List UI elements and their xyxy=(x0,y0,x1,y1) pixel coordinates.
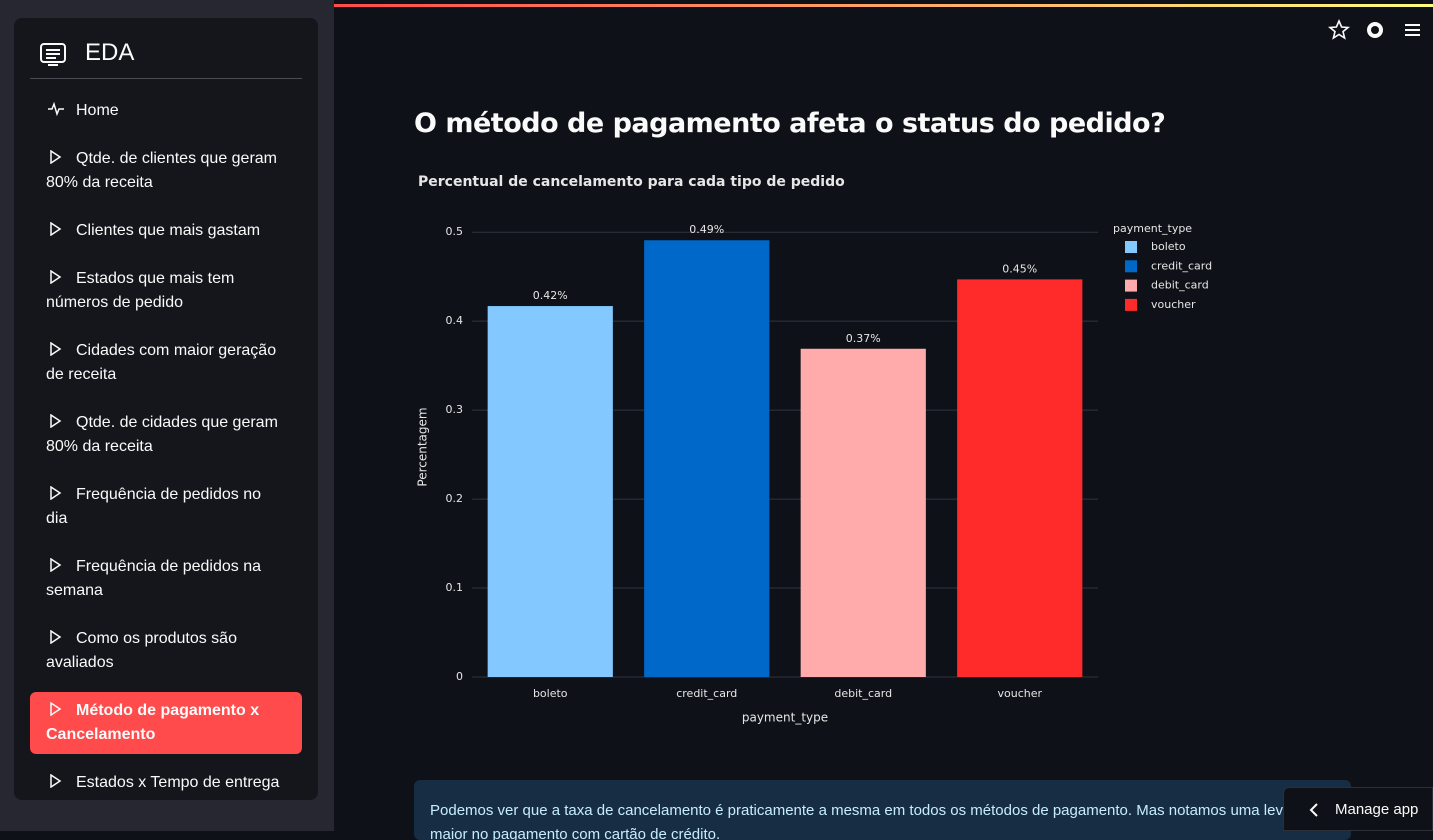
page-title: O método de pagamento afeta o status do … xyxy=(414,108,1166,139)
legend-swatch xyxy=(1125,260,1137,273)
manage-app-button[interactable]: Manage app xyxy=(1283,787,1433,831)
nav-label: Qtde. de clientes que geram 80% da recei… xyxy=(46,150,278,191)
nav-item[interactable]: Qtde. de clientes que geram 80% da recei… xyxy=(30,135,302,207)
toolbar-icons xyxy=(1327,18,1420,40)
nav-icon xyxy=(50,222,62,236)
bar xyxy=(487,306,613,677)
nav-item[interactable]: Frequência de pedidos no dia xyxy=(30,471,302,543)
bar xyxy=(800,348,926,677)
nav-item[interactable]: Estados x Tempo de entrega xyxy=(30,759,302,807)
decoration-bar xyxy=(334,4,1433,7)
nav-label: Home xyxy=(76,102,119,119)
chevron-icon xyxy=(1309,803,1318,817)
x-tick-label: voucher xyxy=(997,687,1042,700)
nav-label: Qtde. de cidades que geram 80% da receit… xyxy=(46,414,278,455)
nav-item[interactable]: Qtde. de cidades que geram 80% da receit… xyxy=(30,399,302,471)
nav-label: Frequência de pedidos no dia xyxy=(46,486,262,527)
nav-icon xyxy=(50,414,62,428)
y-tick-label: 0 xyxy=(456,670,463,683)
nav-icon xyxy=(50,486,62,500)
legend-label: debit_card xyxy=(1151,279,1209,292)
nav-label: Clientes que mais gastam xyxy=(76,222,261,239)
nav-item[interactable]: Clientes que mais gastam xyxy=(30,207,302,255)
brand-title: EDA xyxy=(85,39,135,66)
manage-app-label: Manage app xyxy=(1335,801,1419,818)
y-axis-title: Percentagem xyxy=(416,407,430,486)
nav-label: Método de pagamento x Cancelamento xyxy=(46,702,260,743)
x-tick-label: credit_card xyxy=(676,687,737,700)
nav-icon xyxy=(50,630,62,644)
x-tick-label: debit_card xyxy=(834,687,892,700)
nav-item[interactable]: Como os produtos são avaliados xyxy=(30,615,302,687)
value-label: 0.42% xyxy=(533,289,568,302)
x-axis-title: payment_type xyxy=(742,711,828,725)
nav-item[interactable]: Método de pagamento x Cancelamento xyxy=(30,692,302,754)
nav-icon xyxy=(50,150,62,164)
nav-item[interactable]: Frequência de pedidos na semana xyxy=(30,543,302,615)
x-tick-label: boleto xyxy=(533,687,568,700)
legend-title: payment_type xyxy=(1113,222,1192,235)
bar xyxy=(644,240,770,677)
nav-icon xyxy=(48,102,64,116)
brand: EDA xyxy=(30,32,302,79)
nav-item[interactable]: Home xyxy=(30,87,302,135)
nav-label: Cidades com maior geração de receita xyxy=(46,342,277,383)
nav-item[interactable]: Cidades com maior geração de receita xyxy=(30,327,302,399)
legend-label: voucher xyxy=(1151,298,1196,311)
value-label: 0.37% xyxy=(846,332,881,345)
legend-swatch xyxy=(1125,241,1137,253)
y-tick-label: 0.5 xyxy=(446,225,464,238)
nav-icon xyxy=(50,774,62,788)
chart-title: Percentual de cancelamento para cada tip… xyxy=(418,174,845,190)
bar xyxy=(957,279,1083,677)
nav-item[interactable]: Estados que mais tem números de pedido xyxy=(30,255,302,327)
nav-icon xyxy=(50,270,62,284)
y-tick-label: 0.2 xyxy=(446,492,464,505)
nav-menu: Home Qtde. de clientes que geram 80% da r… xyxy=(30,87,302,807)
value-label: 0.45% xyxy=(1002,262,1037,275)
legend-label: boleto xyxy=(1151,240,1186,253)
y-tick-label: 0.4 xyxy=(446,314,464,327)
y-tick-label: 0.1 xyxy=(446,581,464,594)
legend-swatch xyxy=(1125,279,1137,292)
star-icon[interactable] xyxy=(1327,18,1351,40)
brand-icon xyxy=(40,43,66,66)
sidebar: EDA Home Qtde. de clientes que geram 80% … xyxy=(14,18,318,800)
nav-icon xyxy=(50,342,62,356)
info-text: Podemos ver que a taxa de cancelamento é… xyxy=(430,802,1292,840)
y-tick-label: 0.3 xyxy=(446,403,464,416)
nav-label: Como os produtos são avaliados xyxy=(46,630,237,671)
chart: Percentual de cancelamento para cada tip… xyxy=(416,174,1213,725)
legend-swatch xyxy=(1125,298,1137,311)
nav-label: Estados x Tempo de entrega xyxy=(76,774,280,791)
nav-label: Estados que mais tem números de pedido xyxy=(46,270,235,311)
info-box: Podemos ver que a taxa de cancelamento é… xyxy=(414,780,1351,840)
value-label: 0.49% xyxy=(689,223,724,236)
nav-icon xyxy=(50,558,62,572)
nav-icon xyxy=(50,702,62,716)
nav-label: Frequência de pedidos na semana xyxy=(46,558,262,599)
legend-label: credit_card xyxy=(1151,259,1212,272)
